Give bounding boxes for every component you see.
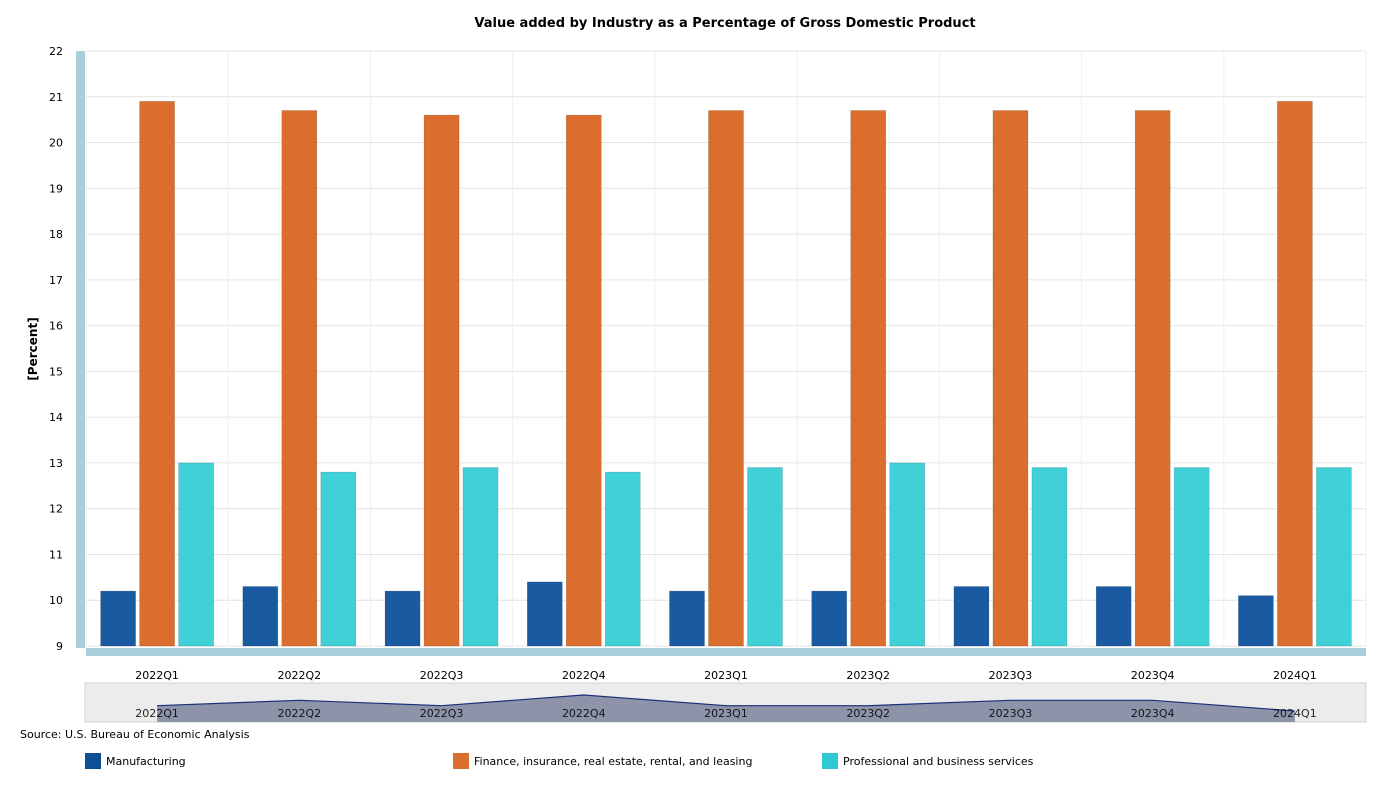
bar xyxy=(747,467,783,647)
navigator-area xyxy=(157,695,1295,722)
tick-labels: 9 10 11 12 13 14 15 16 17 18 19 20 21 22 2022Q1 2022Q2 2… xyxy=(49,45,1317,682)
bar xyxy=(242,586,279,647)
x-tick-label: 2022Q4 xyxy=(562,669,606,682)
x-tick-label: 2022Q3 xyxy=(420,669,464,682)
legend-item-finance[interactable]: Finance, insurance, real estate, rental,… xyxy=(453,753,752,769)
legend-swatch xyxy=(822,753,838,769)
y-tick-label: 17 xyxy=(49,274,63,287)
bar xyxy=(1095,586,1132,647)
x-tick-label: 2023Q3 xyxy=(989,669,1033,682)
bar xyxy=(1238,595,1274,647)
y-tick-label: 18 xyxy=(49,228,63,241)
bar xyxy=(139,101,175,647)
navigator-tick-label: 2022Q3 xyxy=(420,707,464,720)
legend-label: Manufacturing xyxy=(106,754,186,768)
x-tick-label: 2024Q1 xyxy=(1273,669,1317,682)
legend-item-manufacturing[interactable]: Manufacturing xyxy=(85,753,186,769)
bar xyxy=(423,114,460,647)
y-tick-label: 15 xyxy=(49,365,63,378)
bar xyxy=(566,114,602,647)
bar xyxy=(1134,110,1171,647)
x-axis-bar xyxy=(86,648,1366,656)
bar-chart: Value added by Industry as a Percentage … xyxy=(26,16,1367,723)
bar xyxy=(811,590,847,647)
x-tick-label: 2023Q2 xyxy=(846,669,890,682)
legend: Manufacturing Finance, insurance, real e… xyxy=(0,753,1386,773)
bar xyxy=(889,462,925,647)
y-tick-label: 14 xyxy=(49,411,63,424)
y-tick-label: 22 xyxy=(49,45,63,58)
y-tick-label: 13 xyxy=(49,457,63,470)
navigator-tick-label: 2022Q1 xyxy=(135,707,179,720)
legend-label: Professional and business services xyxy=(843,754,1034,768)
bar xyxy=(992,110,1029,647)
bars xyxy=(100,101,1352,647)
bar xyxy=(462,467,499,647)
bar xyxy=(281,110,318,647)
legend-swatch xyxy=(453,753,469,769)
legend-swatch xyxy=(85,753,101,769)
bar xyxy=(669,590,705,647)
bar xyxy=(1031,467,1068,647)
navigator[interactable]: 2022Q1 2022Q2 2022Q3 2022Q4 2023Q1 2023Q2 2023… xyxy=(84,682,1367,723)
legend-label: Finance, insurance, real estate, rental,… xyxy=(474,754,753,768)
y-axis-label: [Percent] xyxy=(26,317,40,380)
bar xyxy=(1316,467,1352,647)
bar xyxy=(953,586,990,647)
y-axis-bar xyxy=(76,51,85,648)
legend-item-professional-services[interactable]: Professional and business services xyxy=(822,753,1033,769)
y-tick-label: 11 xyxy=(49,548,63,561)
bar xyxy=(178,462,214,647)
navigator-tick-label: 2023Q3 xyxy=(989,707,1033,720)
x-tick-label: 2023Q1 xyxy=(704,669,748,682)
y-tick-label: 20 xyxy=(49,137,63,150)
y-tick-label: 9 xyxy=(56,640,63,653)
source-note: Source: U.S. Bureau of Economic Analysis xyxy=(20,728,250,741)
y-tick-label: 19 xyxy=(49,182,63,195)
x-tick-label: 2022Q2 xyxy=(278,669,322,682)
bar xyxy=(320,471,357,647)
bar xyxy=(708,110,744,647)
bar xyxy=(605,471,641,647)
bar xyxy=(1277,101,1313,647)
navigator-tick-label: 2024Q1 xyxy=(1273,707,1317,720)
y-tick-label: 16 xyxy=(49,320,63,333)
navigator-tick-label: 2023Q1 xyxy=(704,707,748,720)
x-tick-label: 2023Q4 xyxy=(1131,669,1175,682)
navigator-tick-label: 2023Q2 xyxy=(846,707,890,720)
bar xyxy=(527,581,563,647)
x-tick-label: 2022Q1 xyxy=(135,669,179,682)
navigator-tick-label: 2022Q4 xyxy=(562,707,606,720)
y-tick-label: 10 xyxy=(49,594,63,607)
bar xyxy=(384,590,421,647)
chart-title: Value added by Industry as a Percentage … xyxy=(474,16,975,31)
y-tick-label: 12 xyxy=(49,503,63,516)
bar xyxy=(850,110,886,647)
bar xyxy=(1173,467,1210,647)
bar xyxy=(100,590,136,647)
navigator-tick-label: 2023Q4 xyxy=(1131,707,1175,720)
y-tick-label: 21 xyxy=(49,91,63,104)
axes xyxy=(76,51,1366,656)
navigator-tick-label: 2022Q2 xyxy=(278,707,322,720)
navigator-line xyxy=(157,694,1295,712)
